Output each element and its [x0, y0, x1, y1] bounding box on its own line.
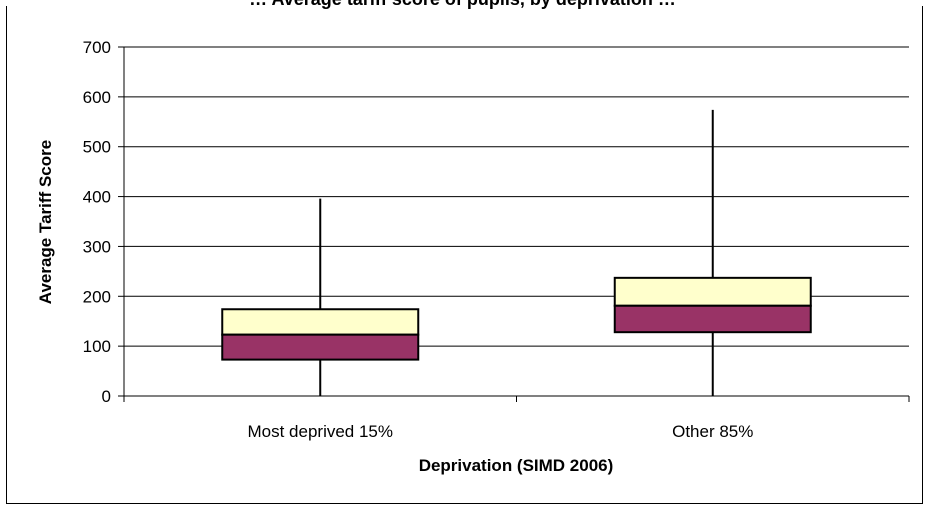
- y-tick-label: 500: [83, 138, 111, 157]
- y-tick-label: 300: [83, 237, 111, 256]
- lower-box: [613, 304, 812, 334]
- y-tick-label: 100: [83, 337, 111, 356]
- lower-box: [221, 333, 420, 361]
- y-tick-label: 0: [102, 387, 111, 406]
- box-0: [221, 198, 420, 396]
- boxes: [221, 109, 812, 396]
- y-axis-label: Average Tariff Score: [36, 140, 55, 304]
- y-tick-label: 200: [83, 287, 111, 306]
- chart-frame: [6, 6, 923, 504]
- x-axis-label: Deprivation (SIMD 2006): [419, 456, 614, 475]
- box-1: [613, 109, 812, 396]
- upper-box: [221, 308, 420, 336]
- axes: [118, 46, 910, 402]
- x-tick-label: Most deprived 15%: [247, 422, 393, 441]
- x-tick-labels: Most deprived 15% Other 85%: [247, 422, 753, 441]
- chart-title: … Average tariff score of pupils, by dep…: [0, 0, 925, 10]
- upper-box: [613, 276, 812, 307]
- y-tick-labels: 0 100 200 300 400 500 600 700: [83, 38, 111, 406]
- y-tick-label: 400: [83, 188, 111, 207]
- x-tick-label: Other 85%: [672, 422, 753, 441]
- y-tick-label: 700: [83, 38, 111, 57]
- y-tick-label: 600: [83, 88, 111, 107]
